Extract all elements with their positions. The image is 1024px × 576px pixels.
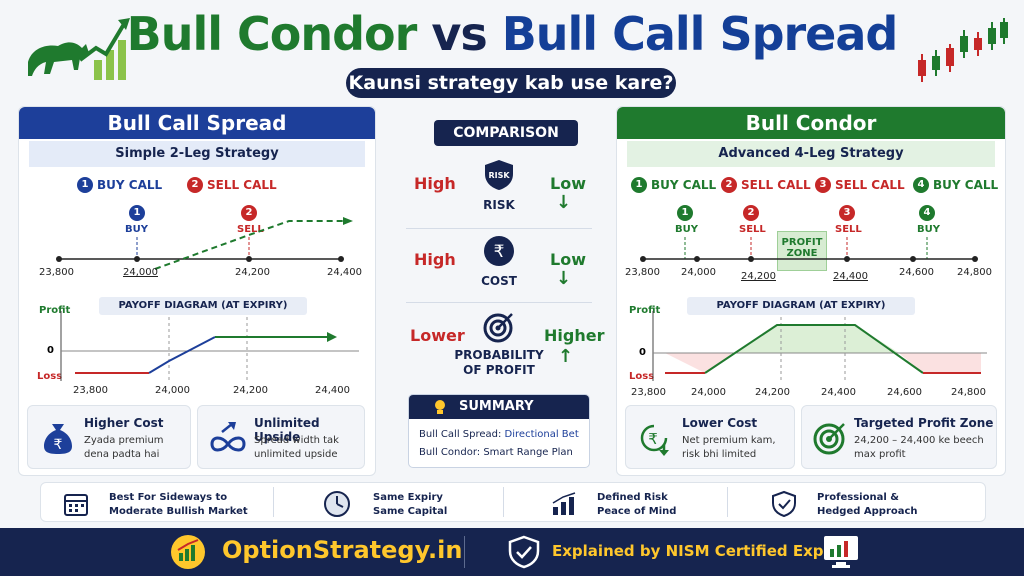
- svg-text:₹: ₹: [494, 242, 505, 262]
- targeted-profit-zone-card: Targeted Profit Zone 24,200 – 24,400 ke …: [801, 405, 997, 469]
- title-vs: vs: [431, 7, 487, 61]
- leg-2-sell-call: 2 SELL CALL: [721, 177, 811, 193]
- marker-4: 4: [919, 205, 935, 221]
- divider: [273, 487, 274, 517]
- features-strip: Best For Sideways to Moderate Bullish Ma…: [40, 482, 986, 522]
- divider: [406, 228, 592, 229]
- shield-check-icon: [508, 535, 540, 569]
- bar-chart-icon: [552, 492, 576, 515]
- svg-text:₹: ₹: [54, 437, 63, 453]
- infinity-icon: [210, 422, 246, 452]
- marker-2: 2: [743, 205, 759, 221]
- bull-condor-payoff-chart: [652, 311, 987, 381]
- brand-logo-icon: [171, 535, 205, 569]
- page-subtitle: Kaunsi strategy kab use kare?: [346, 68, 676, 98]
- target-icon: [813, 423, 845, 455]
- calendar-icon: [64, 494, 88, 516]
- svg-text:₹: ₹: [648, 430, 658, 448]
- summary-line-2: Bull Condor: Smart Range Plan: [419, 447, 573, 458]
- title-bull-call-spread: Bull Call Spread: [501, 7, 899, 61]
- risk-shield-icon: RISK: [485, 160, 513, 190]
- leg-4-buy-call: 4 BUY CALL: [913, 177, 998, 193]
- marker-3: 3: [839, 205, 855, 221]
- marker-1: 1: [129, 205, 145, 221]
- arrow-down-icon: ↓: [556, 192, 572, 213]
- rupee-icon: ₹: [484, 236, 514, 266]
- candlestick-icon: [918, 18, 1008, 82]
- lower-cost-card: ₹ Lower Cost Net premium kam, risk bhi l…: [625, 405, 795, 469]
- leg-3-sell-call: 3 SELL CALL: [815, 177, 905, 193]
- shield-check-icon: [772, 490, 796, 518]
- payoff-tick: 24,200: [233, 385, 268, 396]
- marker-buy-label: BUY: [125, 224, 148, 235]
- profit-label: Profit: [39, 305, 71, 316]
- target-icon: [483, 313, 513, 343]
- profit-zone-box: PROFIT ZONE: [777, 231, 827, 271]
- divider: [406, 302, 592, 303]
- bull-call-spread-subtitle: Simple 2-Leg Strategy: [29, 141, 365, 167]
- monitor-chart-icon: [824, 536, 858, 568]
- payoff-tick: 24,000: [155, 385, 190, 396]
- zero-label: 0: [47, 345, 54, 356]
- bull-call-spread-panel: Bull Call Spread Simple 2-Leg Strategy 1…: [18, 106, 376, 476]
- bull-call-spread-title: Bull Call Spread: [19, 107, 375, 139]
- footer: OptionStrategy.in Explained by NISM Cert…: [0, 528, 1024, 576]
- higher-cost-card: ₹ Higher Cost Zyada premium dena padta h…: [27, 405, 191, 469]
- bull-condor-subtitle: Advanced 4-Leg Strategy: [627, 141, 995, 167]
- arrow-up-icon: ↑: [558, 346, 574, 367]
- strike-tick: 24,400: [327, 267, 362, 278]
- comparison-title: COMPARISON: [434, 120, 578, 146]
- rupee-down-icon: ₹: [640, 424, 669, 456]
- expert-credit: Explained by NISM Certified Expert: [552, 542, 849, 560]
- condor-payoff-diagram-title: PAYOFF DIAGRAM (AT EXPIRY): [687, 297, 915, 315]
- condor-strike-number-line: [640, 237, 978, 262]
- clock-icon: [324, 491, 350, 517]
- money-bag-icon: ₹: [44, 424, 72, 454]
- leg-1-buy-call: 1 BUY CALL: [631, 177, 716, 193]
- page-title: Bull Condor vs Bull Call Spread: [0, 6, 1024, 62]
- divider: [727, 487, 728, 517]
- payoff-diagram-title: PAYOFF DIAGRAM (AT EXPIRY): [99, 297, 307, 315]
- strike-tick: 23,800: [39, 267, 74, 278]
- strike-number-line: [56, 217, 353, 270]
- comparison-row-risk: High RISK RISK Low ↓: [396, 154, 602, 226]
- loss-label: Loss: [37, 371, 63, 382]
- comparison-row-probability: Lower PROBABILITY OF PROFIT Higher ↑: [396, 306, 604, 386]
- leg-sell-call: 2 SELL CALL: [187, 177, 277, 193]
- payoff-tick: 23,800: [73, 385, 108, 396]
- marker-sell-label: SELL: [237, 224, 264, 235]
- divider: [464, 536, 465, 568]
- marker-2: 2: [241, 205, 257, 221]
- arrow-down-icon: ↓: [556, 268, 572, 289]
- comparison-row-cost: High ₹ COST Low ↓: [396, 230, 602, 302]
- brand-name[interactable]: OptionStrategy.in: [222, 536, 463, 564]
- title-bull-condor: Bull Condor: [126, 7, 418, 61]
- marker-1: 1: [677, 205, 693, 221]
- strike-tick: 24,000: [123, 267, 158, 278]
- summary-line-1: Bull Call Spread: Directional Bet: [419, 429, 579, 440]
- summary-box: SUMMARY Bull Call Spread: Directional Be…: [408, 394, 590, 468]
- svg-text:RISK: RISK: [488, 171, 510, 180]
- bull-condor-title: Bull Condor: [617, 107, 1005, 139]
- unlimited-upside-card: Unlimited Upside Spread width tak unlimi…: [197, 405, 365, 469]
- strike-tick: 24,200: [235, 267, 270, 278]
- divider: [503, 487, 504, 517]
- leg-buy-call: 1 BUY CALL: [77, 177, 162, 193]
- bull-condor-panel: Bull Condor Advanced 4-Leg Strategy 1 BUY…: [616, 106, 1006, 476]
- lightbulb-icon: [435, 400, 445, 414]
- bull-call-spread-payoff-chart: [60, 311, 359, 381]
- payoff-tick: 24,400: [315, 385, 350, 396]
- bull-logo-icon: [28, 18, 130, 80]
